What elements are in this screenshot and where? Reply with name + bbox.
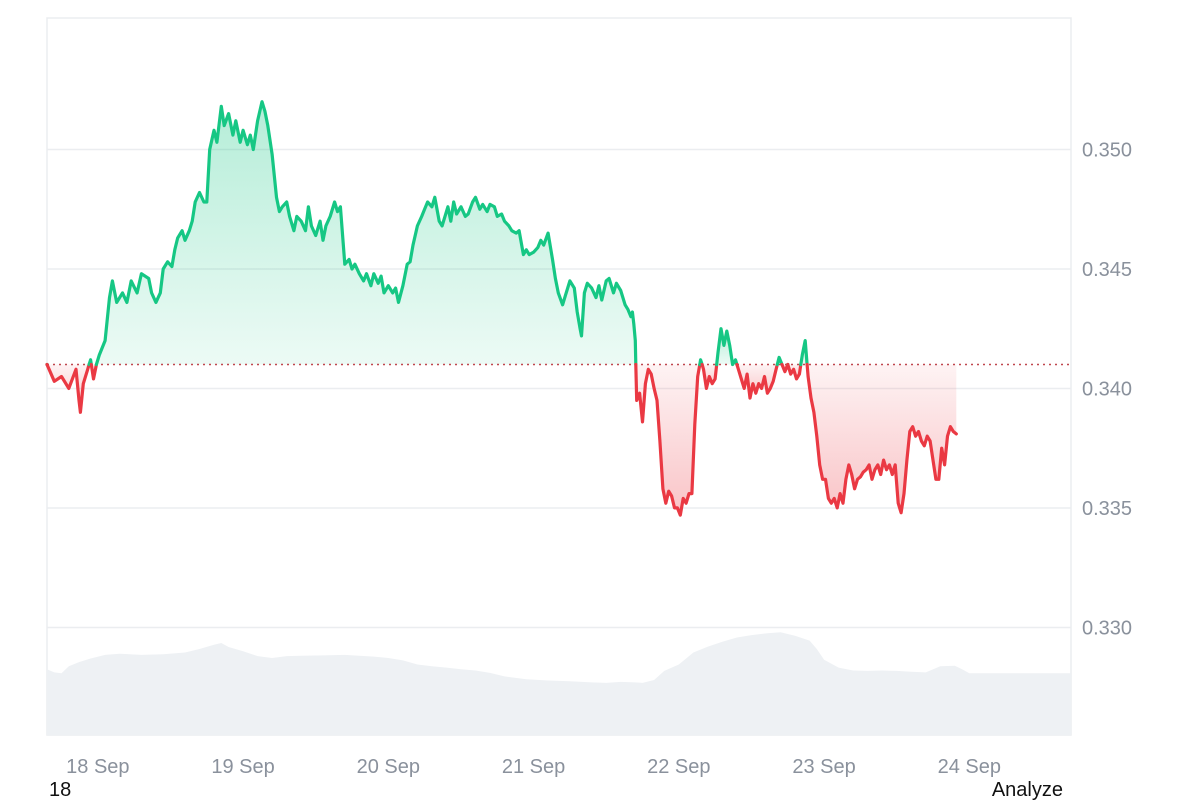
x-tick-label: 22 Sep <box>647 756 710 778</box>
volume-area <box>47 632 1071 735</box>
price-line-down <box>45 362 91 414</box>
area-fill-down <box>807 364 957 513</box>
x-axis-ticks: 18 Sep 19 Sep 20 Sep 21 Sep 22 Sep 23 Sep 24 S… <box>66 756 1001 778</box>
price-line-down <box>780 362 790 374</box>
price-line-up <box>698 358 704 367</box>
x-tick-label: 21 Sep <box>502 756 565 778</box>
price-line-down <box>735 362 779 400</box>
price-line-down <box>786 362 803 381</box>
x-tick-label: 19 Sep <box>211 756 274 778</box>
price-line-down <box>634 362 702 517</box>
x-tick-label: 24 Sep <box>938 756 1001 778</box>
price-line-down <box>805 362 958 515</box>
footer-left-label: 18 <box>49 779 72 801</box>
price-line-down <box>700 362 719 390</box>
x-tick-label: 20 Sep <box>357 756 420 778</box>
analyze-link[interactable]: Analyze <box>991 779 1063 801</box>
price-line-up <box>94 100 638 367</box>
price-line-up <box>799 339 809 367</box>
price-line-up <box>715 327 739 367</box>
y-tick-label: 0.330 <box>1082 617 1132 639</box>
price-line-up <box>775 355 784 367</box>
y-tick-label: 0.350 <box>1082 139 1132 161</box>
x-tick-label: 23 Sep <box>792 756 855 778</box>
price-line-down <box>89 362 98 381</box>
y-tick-label: 0.340 <box>1082 378 1132 400</box>
area-fill-down <box>47 364 90 413</box>
y-tick-label: 0.345 <box>1082 259 1132 281</box>
price-line-layer <box>45 100 958 517</box>
x-tick-label: 18 Sep <box>66 756 129 778</box>
area-fill-down <box>635 364 700 516</box>
area-fill-up <box>96 101 636 365</box>
y-axis-ticks: 0.330 0.335 0.340 0.345 0.350 <box>1082 139 1132 639</box>
y-tick-label: 0.335 <box>1082 498 1132 520</box>
volume-layer <box>47 632 1071 735</box>
